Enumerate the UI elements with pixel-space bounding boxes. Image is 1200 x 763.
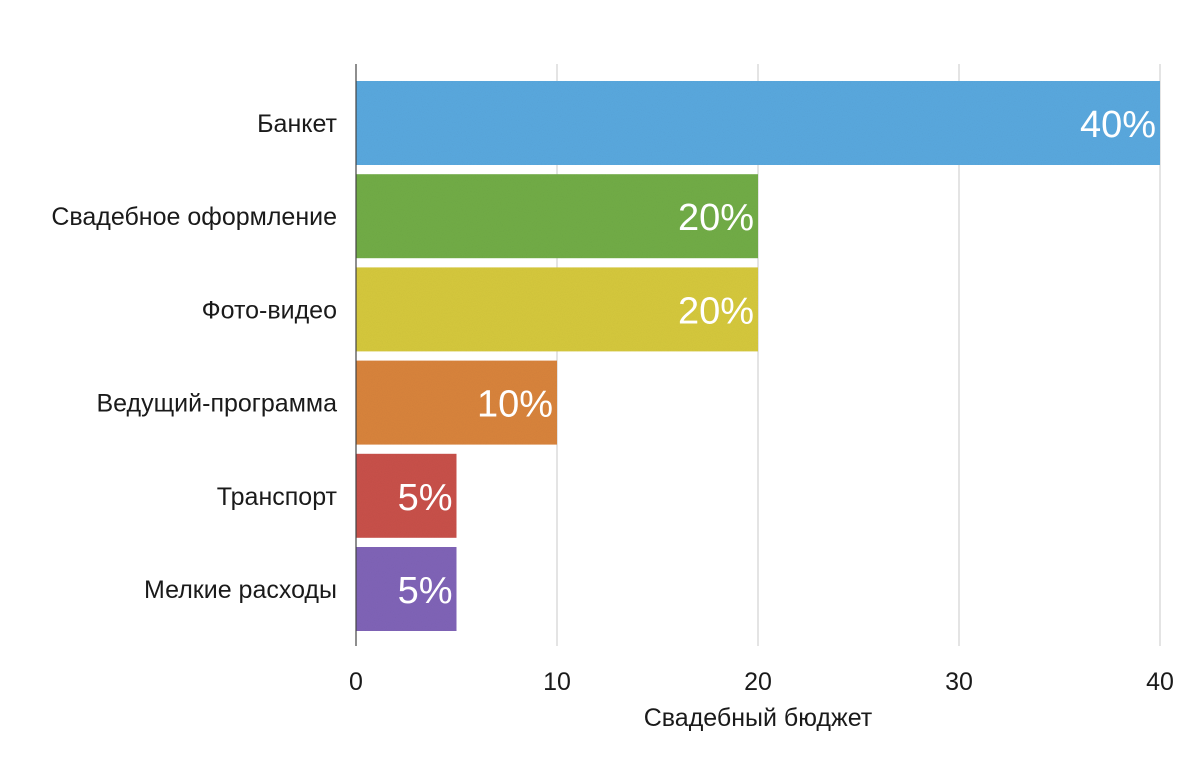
- category-label: Транспорт: [217, 483, 338, 511]
- bar-3: [356, 267, 758, 352]
- data-label: 5%: [398, 477, 453, 519]
- data-labels: 40% 20% 20% 10% 5% 5%: [398, 104, 1156, 612]
- x-tick-label: 30: [945, 668, 973, 696]
- bar-2: [356, 174, 758, 259]
- data-label: 40%: [1080, 104, 1156, 146]
- data-label: 10%: [477, 384, 553, 426]
- category-label: Фото-видео: [202, 296, 337, 324]
- bar-5: [356, 453, 457, 538]
- category-label: Банкет: [257, 110, 337, 138]
- category-label: Свадебное оформление: [51, 203, 337, 231]
- axes: 0 10 20 30 40: [349, 64, 1174, 696]
- bar-6: [356, 547, 457, 631]
- data-label: 20%: [678, 290, 754, 332]
- x-tick-label: 0: [349, 668, 363, 696]
- category-label: Ведущий-программа: [97, 390, 338, 418]
- category-label: Мелкие расходы: [144, 576, 337, 604]
- bar-4: [356, 360, 557, 445]
- category-labels: Банкет Свадебное оформление Фото-видео Веду…: [51, 110, 337, 604]
- data-label: 20%: [678, 197, 754, 239]
- bars: [356, 81, 1160, 631]
- x-tick-label: 40: [1146, 668, 1174, 696]
- data-label: 5%: [398, 570, 453, 612]
- x-tick-label: 10: [543, 668, 571, 696]
- x-axis-title: Свадебный бюджет: [644, 704, 873, 732]
- bar-1: [356, 81, 1160, 165]
- x-tick-label: 20: [744, 668, 772, 696]
